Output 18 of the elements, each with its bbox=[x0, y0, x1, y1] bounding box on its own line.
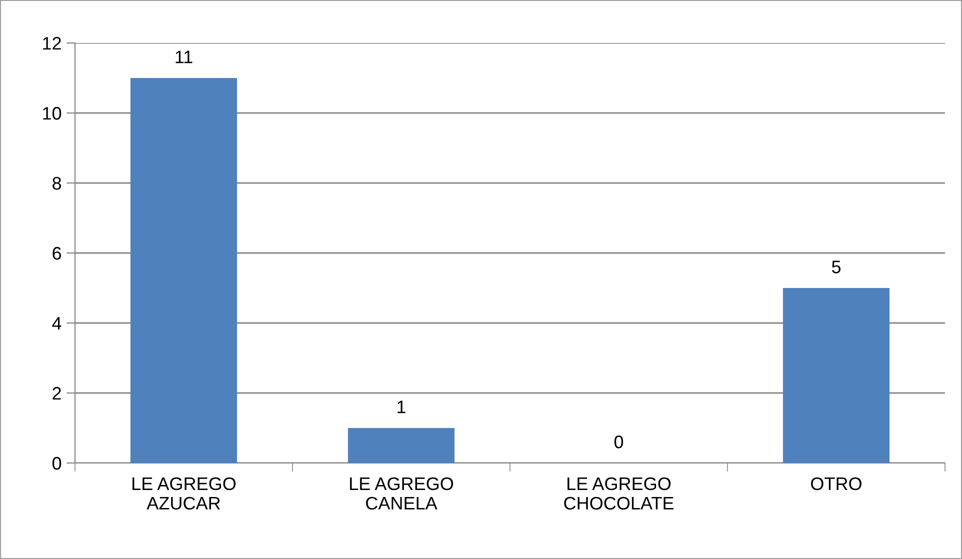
x-tick-label: OTRO bbox=[811, 477, 862, 490]
data-label: 0 bbox=[614, 436, 624, 448]
data-label: 11 bbox=[176, 50, 192, 64]
bar bbox=[130, 78, 238, 463]
bar bbox=[348, 428, 455, 463]
bar bbox=[782, 288, 890, 463]
x-tick-label: LE AGREGO CHOCOLATE bbox=[564, 477, 674, 510]
y-tick-label: 0 bbox=[52, 456, 62, 470]
x-tick-label: LE AGREGO CANELA bbox=[350, 477, 454, 510]
data-label: 1 bbox=[398, 400, 406, 414]
y-tick-label: 10 bbox=[43, 106, 62, 120]
x-tick-label: LE AGREGO AZUCAR bbox=[132, 477, 236, 510]
y-tick-label: 6 bbox=[52, 246, 62, 260]
data-label: 5 bbox=[832, 260, 841, 274]
y-tick-label: 8 bbox=[52, 176, 62, 190]
y-tick-label: 2 bbox=[52, 386, 61, 400]
y-tick-label: 4 bbox=[52, 317, 62, 330]
y-tick-label: 12 bbox=[43, 36, 61, 50]
